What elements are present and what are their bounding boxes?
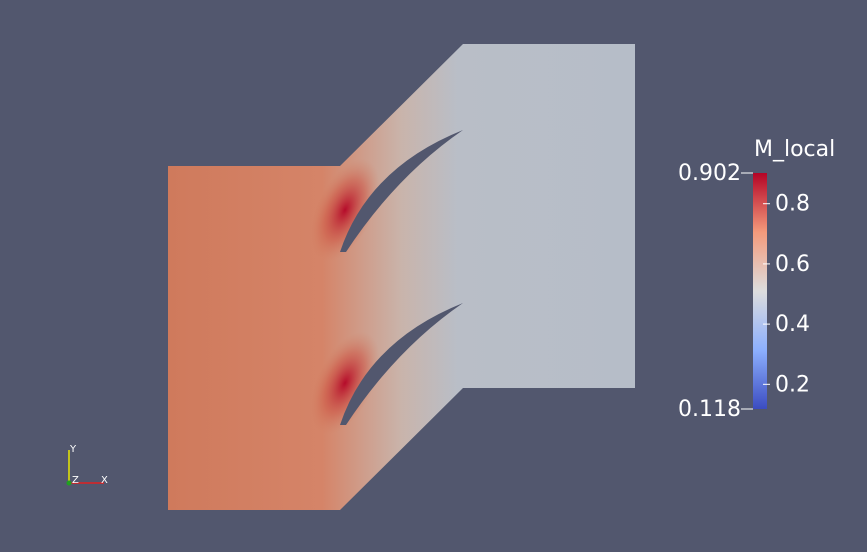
range-label: 0.902 [678,161,741,186]
range-label: 0.118 [678,397,741,422]
x-label: X [101,475,108,486]
flow-domain [168,44,635,510]
tick-label: 0.6 [775,252,810,277]
colorbar-title: M_local [754,137,835,162]
tick-label: 0.8 [775,192,810,217]
tick-label: 0.2 [775,372,810,397]
colorbar [753,173,767,409]
y-label: Y [69,444,77,455]
blade [340,303,463,425]
tick-label: 0.4 [775,312,810,337]
blade [340,130,463,252]
colorbar-scale: 0.118 0.902 0.2 0.4 0.6 0.8 [678,161,810,422]
high-mach-zone [310,331,380,435]
high-mach-zone [310,158,380,262]
z-label: Z [72,475,79,486]
z-axis [66,480,72,486]
axes-triad: Y Z X [66,444,108,486]
